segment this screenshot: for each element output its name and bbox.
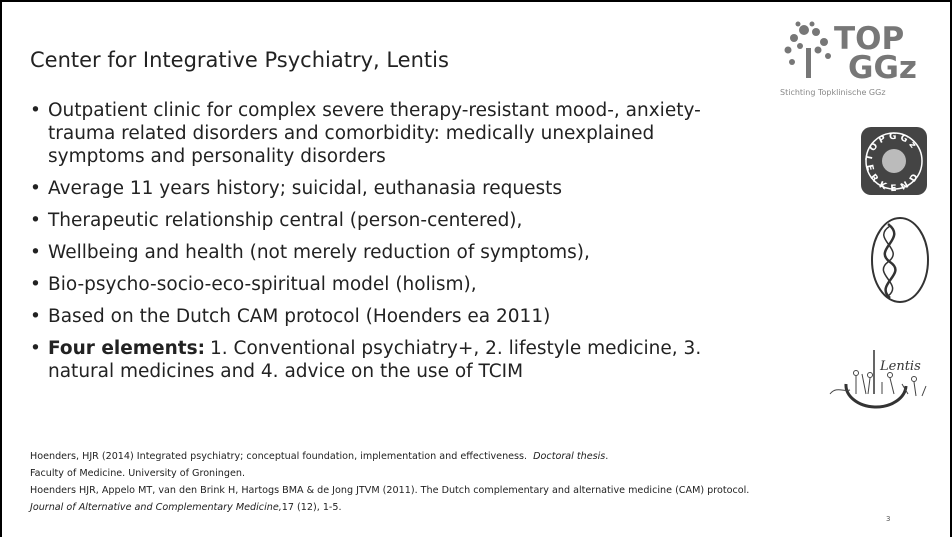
logo-ggz: GGz [848,50,917,86]
logo-caption: Stichting Topklinische GGz [780,88,886,97]
bullet: Therapeutic relationship central (person… [30,209,730,232]
ref-end: 17 (12), 1-5. [282,502,342,513]
ref-italic: Journal of Alternative and Complementary… [30,502,282,513]
lentis-text: Lentis [879,359,921,374]
bullet-text: Therapeutic relationship central (person… [48,210,522,231]
slide: Center for Integrative Psychiatry, Lenti… [0,0,952,537]
bullet-text: Average 11 years history; suicidal, euth… [48,178,562,199]
reference: Hoenders, HJR (2014) Integrated psychiat… [30,448,930,465]
bullet-text: Wellbeing and health (not merely reducti… [48,242,590,263]
bullet-text: Bio-psycho-socio-eco-spiritual model (ho… [48,274,477,295]
bullet-bold: Four elements: [48,338,205,359]
bullet: Based on the Dutch CAM protocol (Hoender… [30,305,730,328]
lentis-logo: Lentis [826,346,938,412]
bullet-text: Outpatient clinic for complex severe the… [48,100,701,167]
ref-end: . [605,451,608,462]
bullet: Four elements:1. Conventional psychiatry… [30,337,730,383]
references: Hoenders, HJR (2014) Integrated psychiat… [30,448,930,516]
bullet: Outpatient clinic for complex severe the… [30,99,730,168]
bullet-text: Based on the Dutch CAM protocol (Hoender… [48,306,550,327]
bullet: Wellbeing and health (not merely reducti… [30,241,730,264]
bullet-list: Outpatient clinic for complex severe the… [30,99,730,392]
seal-center [882,149,906,173]
reference: Hoenders HJR, Appelo MT, van den Brink H… [30,482,930,499]
ref-text: Hoenders, HJR (2014) Integrated psychiat… [30,451,527,462]
bullet: Bio-psycho-socio-eco-spiritual model (ho… [30,273,730,296]
loop-logo [868,214,932,306]
ref-italic: Doctoral thesis [533,451,605,462]
slide-title: Center for Integrative Psychiatry, Lenti… [30,48,449,72]
tree-icon [785,22,832,79]
page-number: 3 [886,515,890,523]
reference: Journal of Alternative and Complementary… [30,499,930,516]
bullet: Average 11 years history; suicidal, euth… [30,177,730,200]
seal-logo: TOPGGz ERKEND [860,126,930,198]
topggz-logo: TOP GGz Stichting Topklinische GGz [772,18,942,102]
reference: Faculty of Medicine. University of Groni… [30,465,930,482]
